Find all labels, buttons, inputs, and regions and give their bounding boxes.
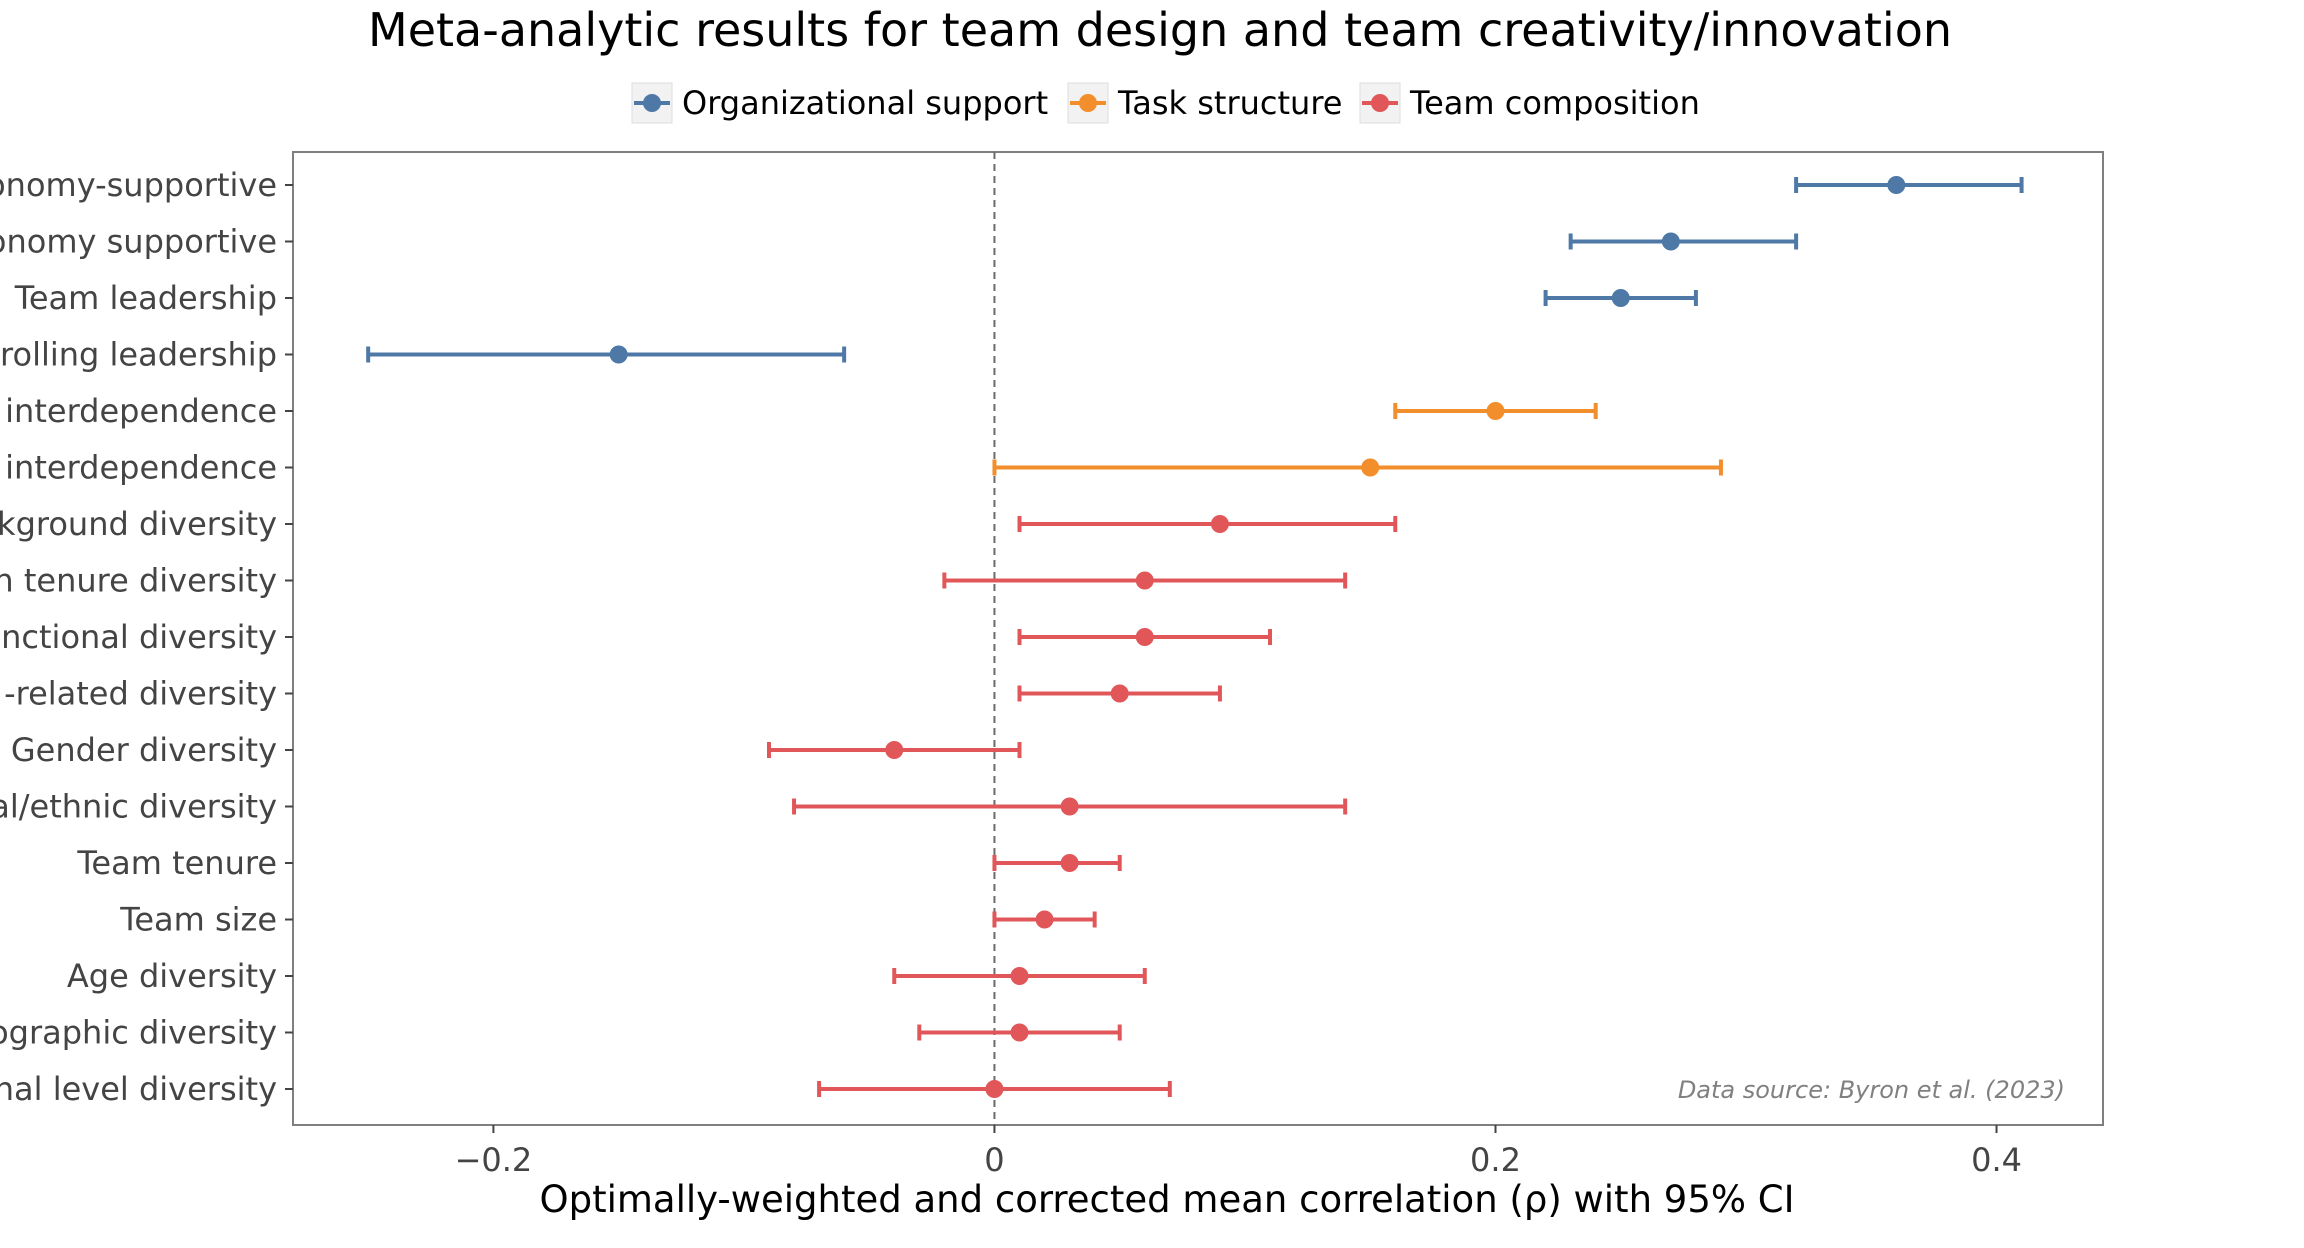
category-label: Team size [119,901,277,939]
point-estimate [1135,571,1154,590]
point-estimate [885,741,904,759]
category-label: al/ethnic diversity [0,788,277,826]
category-label: -related diversity [4,675,277,713]
legend: Organizational support Task structure Team… [631,82,1700,124]
point-estimate [1486,402,1505,420]
category-label: nctional diversity [1,618,277,656]
ci-row [1543,289,1698,307]
ci-row [817,1080,1172,1098]
ci-row [992,854,1122,872]
ci-row [1017,515,1398,533]
point-estimate [985,1080,1004,1098]
category-label: interdependence [5,449,277,487]
ci-row [766,741,1022,759]
category-label: rolling leadership [0,336,277,374]
point-estimate [1035,910,1054,929]
category-label: interdependence [5,392,277,430]
legend-key-dot [1371,94,1389,112]
y-tick-marks [285,184,293,1090]
ci-row [992,910,1097,929]
legend-entry-label: Organizational support [682,84,1048,122]
y-category-labels: onomy-supportive onomy supportive Team lea… [0,166,277,1108]
point-estimate [1060,797,1079,816]
ci-row [1017,684,1222,703]
point-estimate [1060,854,1079,872]
x-tick-label: 0.4 [1971,1141,2022,1179]
point-estimate [609,345,628,364]
x-axis-ticks: −0.2 0 0.2 0.4 [455,1125,2022,1179]
x-tick-label: 0.2 [1470,1141,1521,1179]
ci-row [892,967,1147,985]
plot-panel-border [292,151,2104,1126]
ci-row [992,458,1723,477]
ci-row [1794,176,2024,194]
point-estimate [1210,515,1229,533]
category-label: kground diversity [0,505,277,543]
ci-row [792,797,1348,816]
category-label: onomy-supportive [0,166,277,204]
x-axis-label: Optimally-weighted and corrected mean co… [539,1178,1794,1221]
category-label: nal level diversity [0,1070,277,1108]
ci-row [942,571,1348,590]
data-source-note: Data source: Byron et al. (2023) [1678,1076,2065,1104]
ci-row [1393,402,1598,420]
point-estimate [1010,967,1029,985]
ci-row [1568,232,1799,251]
ci-row [917,1023,1122,1042]
point-estimate [1611,289,1630,307]
category-label: onomy supportive [0,223,277,261]
point-estimate [1361,458,1380,477]
point-estimate [1010,1023,1029,1042]
legend-entry-label: Team composition [1409,84,1700,122]
ci-row [1017,628,1273,646]
category-label: Team tenure [76,844,277,882]
point-estimate [1887,176,1906,194]
point-estimate [1135,628,1154,646]
legend-key-dot [1079,94,1097,112]
ci-marks [366,176,2024,1098]
legend-entry-label: Task structure [1117,84,1342,122]
category-label: Age diversity [67,957,277,995]
category-label: Team leadership [14,279,277,317]
x-tick-label: 0 [984,1141,1004,1179]
chart-title: Meta-analytic results for team design an… [368,3,1952,57]
category-label: ographic diversity [0,1014,277,1052]
x-tick-label: −0.2 [455,1141,533,1179]
category-label: Gender diversity [11,731,277,769]
legend-key-dot [643,94,661,112]
point-estimate [1110,684,1129,703]
category-label: n tenure diversity [0,562,277,600]
ci-row [366,345,847,364]
point-estimate [1661,232,1680,251]
